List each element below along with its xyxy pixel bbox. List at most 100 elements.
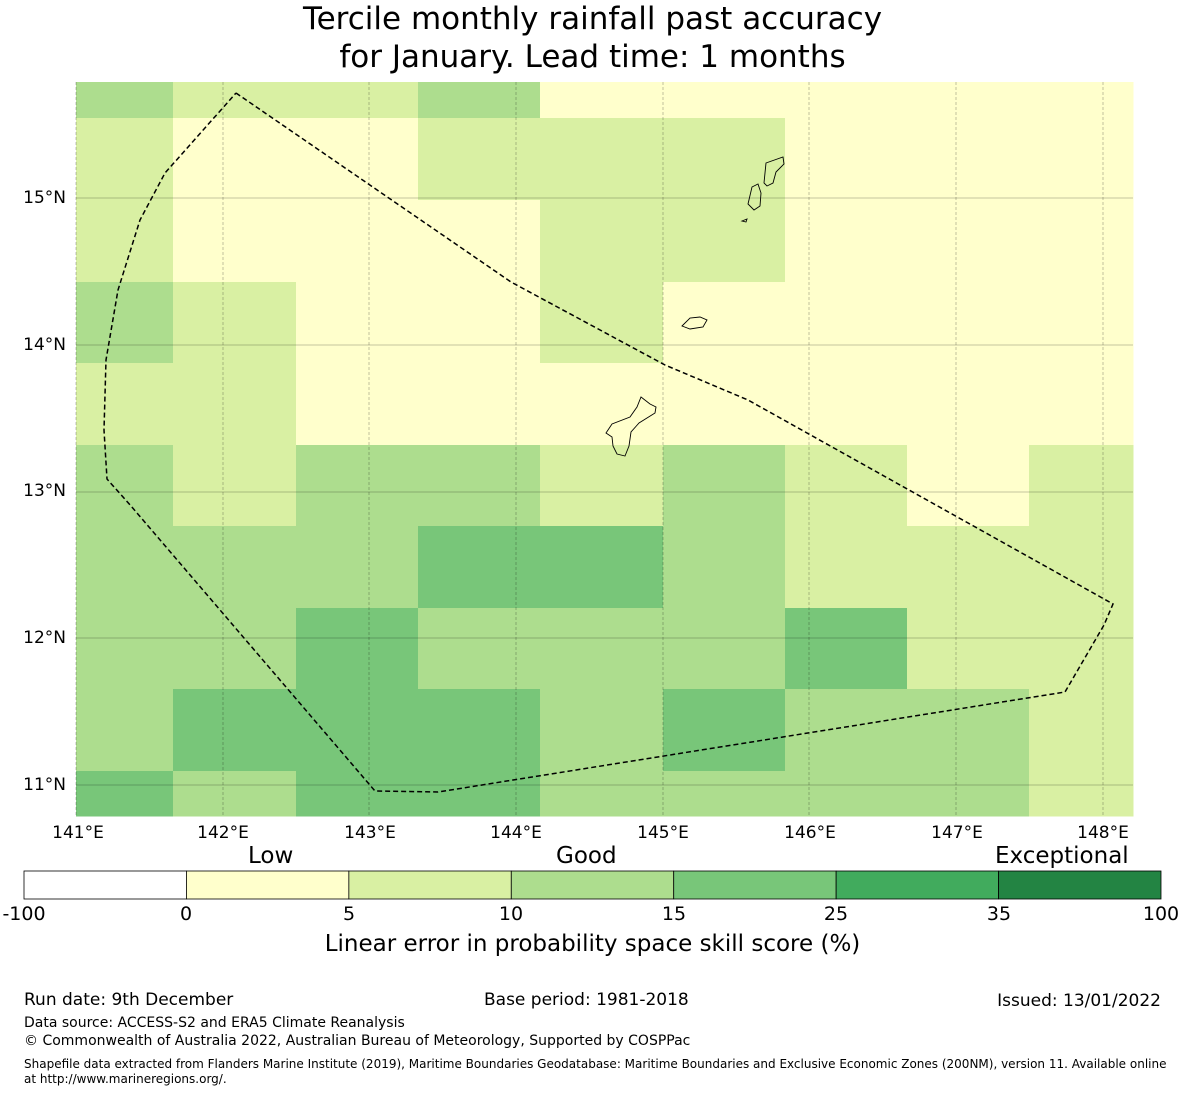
colorbar-tick: -100 [2, 903, 46, 925]
island-tinian [747, 183, 762, 211]
colorbar-swatch [186, 870, 350, 900]
grid-cell [663, 526, 786, 609]
grid-cell [907, 526, 1030, 609]
grid-cell [296, 526, 419, 609]
grid-cell [663, 82, 786, 119]
grid-cell [173, 771, 297, 817]
grid-cell [296, 771, 419, 817]
colorbar-swatch [510, 870, 675, 900]
grid-cell [76, 282, 174, 364]
grid-cell [76, 526, 174, 609]
lon-label-146e: 146°E [784, 823, 836, 843]
grid-cell [540, 608, 664, 690]
grid-cell [418, 445, 541, 527]
grid-cell [173, 608, 297, 690]
grid-cell [296, 689, 419, 772]
grid-cell [173, 200, 297, 283]
grid-cell [173, 445, 297, 527]
grid-cell [76, 445, 174, 527]
grid-cell [907, 82, 1030, 119]
grid-cell [907, 608, 1030, 690]
run-date: Run date: 9th December [24, 990, 234, 1010]
grid-cell [418, 526, 541, 609]
colorbar-swatch [348, 870, 512, 900]
grid-cell [785, 445, 908, 527]
grid-cell [907, 282, 1030, 364]
grid-cell [76, 200, 174, 283]
colorbar-tick: 10 [498, 903, 524, 925]
grid-cell [785, 689, 908, 772]
grid-cell [540, 771, 664, 817]
graticule [75, 82, 1133, 816]
grid-cell [296, 82, 419, 119]
lat-label-12n: 12°N [23, 628, 66, 648]
grid-cell [663, 608, 786, 690]
colorbar-title: Linear error in probability space skill … [324, 931, 861, 957]
grid-cell [76, 82, 174, 119]
grid-cell [1029, 526, 1134, 609]
colorbar-tick: 5 [342, 903, 356, 925]
grid-cell [785, 282, 908, 364]
grid-cell [785, 82, 908, 119]
lat-label-13n: 13°N [23, 481, 66, 501]
base-period: Base period: 1981-2018 [484, 990, 689, 1010]
grid-cell [1029, 363, 1134, 446]
grid-cell [296, 608, 419, 690]
grid-cell [1029, 82, 1134, 119]
colorbar-swatch [835, 870, 999, 900]
grid-cell [1029, 282, 1134, 364]
eez-boundary [103, 92, 1114, 793]
lon-label-144e: 144°E [490, 823, 542, 843]
grid-cell [1029, 771, 1134, 817]
lon-label-147e: 147°E [931, 823, 983, 843]
grid-cell [1029, 689, 1134, 772]
colorbar-swatch [998, 870, 1162, 900]
shapefile-credit: Shapefile data extracted from Flanders M… [24, 1057, 1167, 1086]
grid-cell [785, 363, 908, 446]
island-guam [605, 396, 657, 457]
skill-grid [76, 82, 1134, 817]
colorbar-tick: 15 [661, 903, 687, 925]
grid-cell [173, 82, 297, 119]
grid-cell [76, 689, 174, 772]
grid-cell [1029, 200, 1134, 283]
grid-cell [296, 118, 419, 201]
grid-cell [173, 118, 297, 201]
island-saipan [763, 156, 785, 187]
grid-cell [663, 200, 786, 283]
grid-cell [418, 82, 541, 119]
grid-cell [76, 608, 174, 690]
grid-cell [76, 363, 174, 446]
lon-label-143e: 143°E [344, 823, 396, 843]
grid-cell [296, 200, 419, 283]
grid-cell [418, 363, 541, 446]
grid-cell [418, 118, 541, 201]
grid-cell [663, 445, 786, 527]
lat-label-11n: 11°N [23, 775, 66, 795]
grid-cell [907, 445, 1030, 527]
grid-cell [418, 282, 541, 364]
grid-cell [296, 445, 419, 527]
lon-label-141e: 141°E [52, 823, 104, 843]
grid-cell [540, 363, 664, 446]
colorbar-tick: 25 [823, 903, 849, 925]
grid-cell [907, 118, 1030, 201]
grid-cell [1029, 118, 1134, 201]
grid-cell [785, 608, 908, 690]
grid-cell [296, 363, 419, 446]
grid-cell [785, 118, 908, 201]
title-line-1: Tercile monthly rainfall past accuracy [302, 1, 883, 37]
lon-label-148e: 148°E [1077, 823, 1129, 843]
grid-cell [173, 282, 297, 364]
grid-cell [76, 771, 174, 817]
lat-label-15n: 15°N [23, 188, 66, 208]
grid-cell [907, 363, 1030, 446]
grid-cell [785, 526, 908, 609]
grid-cell [540, 82, 664, 119]
copyright: © Commonwealth of Australia 2022, Austra… [24, 1033, 691, 1049]
grid-cell [540, 445, 664, 527]
grid-cell [418, 689, 541, 772]
grid-cell [173, 689, 297, 772]
colorbar-category-good: Good [556, 843, 617, 869]
